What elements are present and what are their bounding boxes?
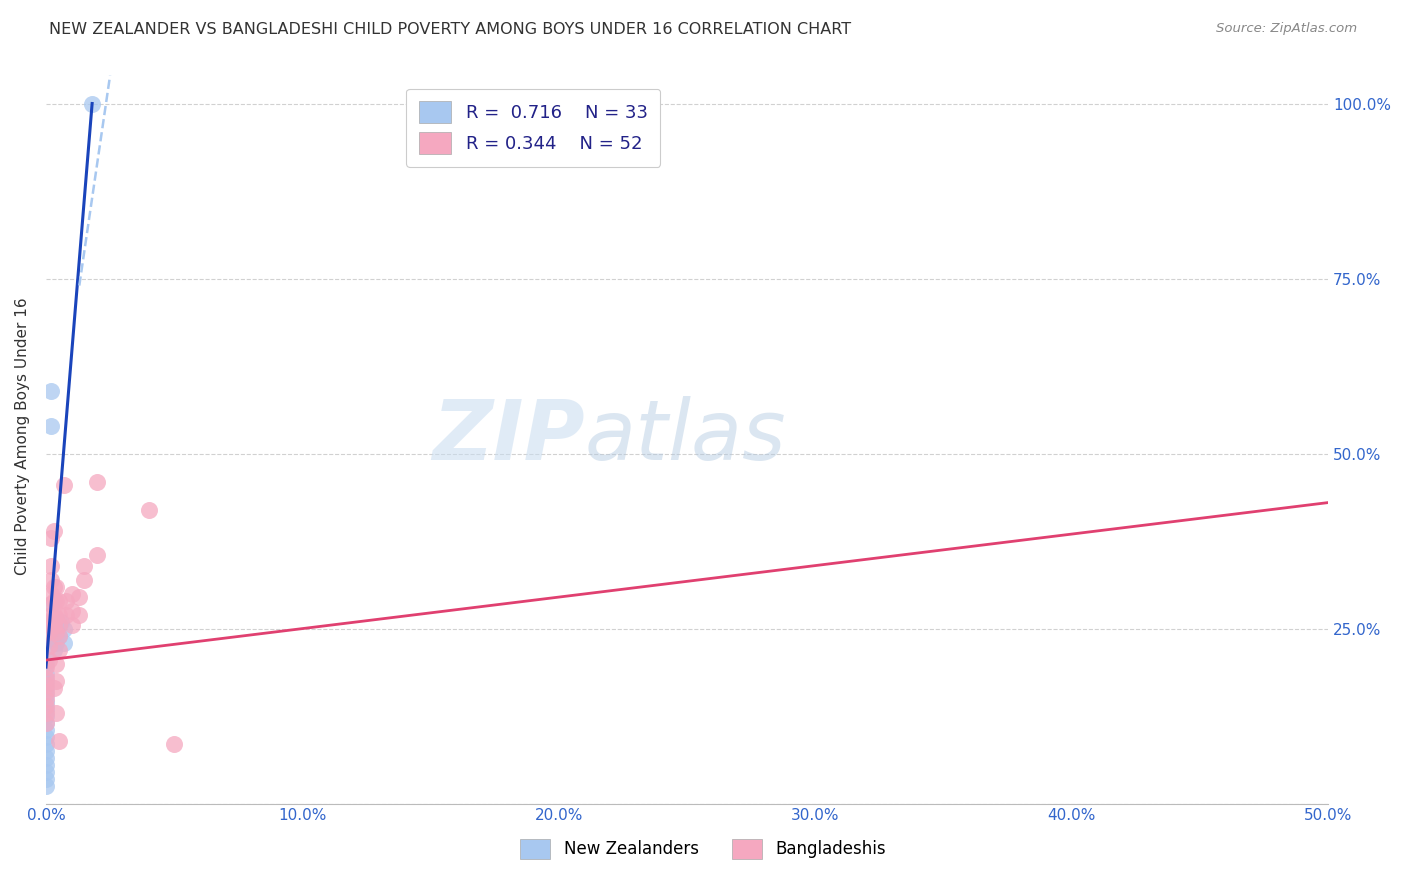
Point (52, 478, 75, 492)
Point (67, 607, 90, 622)
Point (45, 706, 67, 720)
Point (35, 737, 58, 751)
Point (35, 758, 58, 772)
Point (48, 642, 70, 657)
Y-axis label: Child Poverty Among Boys Under 16: Child Poverty Among Boys Under 16 (15, 297, 30, 574)
Point (39, 558, 62, 573)
Point (35, 674, 58, 689)
Point (35, 657, 58, 671)
Point (35, 691, 58, 706)
Point (45, 635, 67, 649)
Point (48, 733, 70, 747)
Point (82, 96, 104, 111)
Point (60, 586, 83, 600)
Point (42, 642, 65, 657)
Point (38, 639, 60, 653)
Point (73, 558, 96, 573)
Point (42, 618, 65, 632)
Point (35, 744, 58, 758)
Point (39, 384, 62, 398)
Point (35, 716, 58, 731)
Point (39, 597, 62, 611)
Point (35, 709, 58, 723)
Point (55, 607, 77, 622)
Point (38, 625, 60, 640)
Point (35, 772, 58, 786)
Text: Source: ZipAtlas.com: Source: ZipAtlas.com (1216, 22, 1357, 36)
Point (86, 475, 108, 489)
Point (39, 597, 62, 611)
Point (48, 629, 70, 643)
Point (35, 681, 58, 695)
Point (45, 657, 67, 671)
Point (45, 580, 67, 594)
Point (35, 684, 58, 698)
Point (35, 677, 58, 691)
Point (42, 607, 65, 622)
Point (48, 618, 70, 632)
Point (35, 660, 58, 674)
Text: atlas: atlas (585, 395, 786, 476)
Point (60, 618, 83, 632)
Point (60, 604, 83, 618)
Point (39, 418, 62, 433)
Point (35, 688, 58, 702)
Point (86, 548, 108, 562)
Point (48, 618, 70, 632)
Point (45, 625, 67, 640)
Point (45, 611, 67, 625)
Point (163, 737, 186, 751)
Point (39, 586, 62, 600)
Point (35, 751, 58, 765)
Point (39, 573, 62, 587)
Point (42, 593, 65, 607)
Point (45, 622, 67, 636)
Point (35, 671, 58, 685)
Point (35, 695, 58, 709)
Point (42, 681, 65, 695)
Point (55, 593, 77, 607)
Point (51, 615, 73, 629)
Point (35, 706, 58, 720)
Text: ZIP: ZIP (432, 395, 585, 476)
Point (38, 653, 60, 667)
Point (35, 765, 58, 780)
Point (39, 607, 62, 622)
Point (39, 531, 62, 545)
Point (45, 593, 67, 607)
Point (48, 607, 70, 622)
Legend: New Zealanders, Bangladeshis: New Zealanders, Bangladeshis (513, 832, 893, 866)
Point (42, 524, 65, 538)
Point (52, 635, 75, 649)
Point (45, 674, 67, 689)
Point (138, 502, 160, 516)
Point (38, 618, 60, 632)
Point (48, 629, 70, 643)
Point (35, 702, 58, 716)
Point (35, 723, 58, 738)
Point (35, 698, 58, 713)
Legend: R =  0.716    N = 33, R = 0.344    N = 52: R = 0.716 N = 33, R = 0.344 N = 52 (406, 88, 661, 167)
Point (35, 779, 58, 793)
Point (39, 618, 62, 632)
Point (73, 573, 96, 587)
Point (38, 615, 60, 629)
Point (42, 632, 65, 646)
Text: NEW ZEALANDER VS BANGLADESHI CHILD POVERTY AMONG BOYS UNDER 16 CORRELATION CHART: NEW ZEALANDER VS BANGLADESHI CHILD POVER… (49, 22, 852, 37)
Point (35, 667, 58, 681)
Point (52, 622, 75, 636)
Point (48, 593, 70, 607)
Point (35, 730, 58, 744)
Point (35, 716, 58, 731)
Point (42, 580, 65, 594)
Point (38, 629, 60, 643)
Point (67, 590, 90, 604)
